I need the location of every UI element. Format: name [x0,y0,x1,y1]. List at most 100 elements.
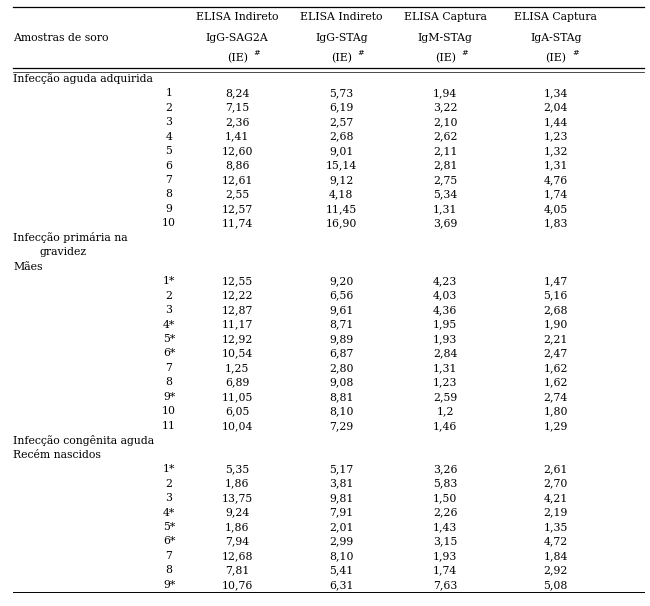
Text: 1,44: 1,44 [543,117,568,127]
Text: 11,17: 11,17 [222,319,253,330]
Text: 12,57: 12,57 [222,204,253,214]
Text: 10,04: 10,04 [222,421,253,431]
Text: 9,20: 9,20 [329,276,354,286]
Text: 2,84: 2,84 [433,348,458,359]
Text: 12,68: 12,68 [222,551,253,561]
Text: 2: 2 [166,102,172,113]
Text: 2,68: 2,68 [543,305,568,315]
Text: 1,93: 1,93 [433,551,458,561]
Text: 6,19: 6,19 [329,102,354,113]
Text: 6,56: 6,56 [329,291,354,301]
Text: 4,18: 4,18 [329,190,354,199]
Text: 3: 3 [166,305,172,315]
Text: 1,94: 1,94 [433,88,458,98]
Text: 9: 9 [166,204,172,214]
Text: 7: 7 [166,363,172,373]
Text: 7,94: 7,94 [225,536,250,547]
Text: IgG-SAG2A: IgG-SAG2A [206,33,268,42]
Text: 9,12: 9,12 [329,175,354,185]
Text: Infecção congênita aguda: Infecção congênita aguda [13,435,154,446]
Text: 6*: 6* [162,536,176,547]
Text: 12,22: 12,22 [222,291,253,301]
Text: 11,45: 11,45 [326,204,357,214]
Text: #: # [462,49,468,57]
Text: 1,41: 1,41 [225,132,250,142]
Text: 1,43: 1,43 [433,522,458,532]
Text: 6,87: 6,87 [329,348,354,359]
Text: 3,15: 3,15 [433,536,458,547]
Text: 1,46: 1,46 [433,421,458,431]
Text: Infecção aguda adquirida: Infecção aguda adquirida [13,73,153,84]
Text: 8,81: 8,81 [329,392,354,402]
Text: 12,87: 12,87 [222,305,253,315]
Text: 5,41: 5,41 [329,565,354,575]
Text: 1,83: 1,83 [543,218,568,228]
Text: 8,24: 8,24 [225,88,250,98]
Text: 1,62: 1,62 [543,363,568,373]
Text: 4,23: 4,23 [433,276,458,286]
Text: ELISA Indireto: ELISA Indireto [300,12,382,22]
Text: 1,34: 1,34 [543,88,568,98]
Text: 7: 7 [166,551,172,561]
Text: 4*: 4* [163,319,175,330]
Text: 2,62: 2,62 [433,132,458,142]
Text: 8: 8 [166,565,172,575]
Text: 12,60: 12,60 [222,146,253,156]
Text: 7,81: 7,81 [225,565,250,575]
Text: 9,61: 9,61 [329,305,354,315]
Text: 1,31: 1,31 [543,161,568,170]
Text: 1*: 1* [162,276,176,286]
Text: 1,80: 1,80 [543,407,568,416]
Text: 5,83: 5,83 [433,479,458,488]
Text: 12,92: 12,92 [222,334,253,344]
Text: 1,35: 1,35 [543,522,568,532]
Text: 5,16: 5,16 [543,291,568,301]
Text: 4*: 4* [163,508,175,518]
Text: 2,47: 2,47 [543,348,568,359]
Text: 1,74: 1,74 [433,565,458,575]
Text: 10: 10 [162,407,176,416]
Text: 4: 4 [166,132,172,142]
Text: #: # [572,49,578,57]
Text: 10: 10 [162,218,176,228]
Text: 8: 8 [166,378,172,387]
Text: ELISA Captura: ELISA Captura [404,12,487,22]
Text: 11,74: 11,74 [222,218,253,228]
Text: (IE): (IE) [331,53,352,63]
Text: 1,74: 1,74 [543,190,568,199]
Text: 12,55: 12,55 [222,276,253,286]
Text: 1,25: 1,25 [225,363,250,373]
Text: 2,10: 2,10 [433,117,458,127]
Text: 1,50: 1,50 [433,493,458,503]
Text: 1,29: 1,29 [543,421,568,431]
Text: 5*: 5* [163,334,175,344]
Text: 1,47: 1,47 [543,276,568,286]
Text: 6,89: 6,89 [225,378,250,387]
Text: 7: 7 [166,175,172,185]
Text: 2,59: 2,59 [433,392,458,402]
Text: 1,2: 1,2 [437,407,454,416]
Text: 2,74: 2,74 [543,392,568,402]
Text: 15,14: 15,14 [326,161,357,170]
Text: 7,91: 7,91 [329,508,354,518]
Text: 7,63: 7,63 [433,580,458,590]
Text: 2,81: 2,81 [433,161,458,170]
Text: Infecção primária na: Infecção primária na [13,232,127,244]
Text: 2,70: 2,70 [543,479,568,488]
Text: 7,29: 7,29 [329,421,354,431]
Text: 4,03: 4,03 [433,291,458,301]
Text: 9,81: 9,81 [329,493,354,503]
Text: ELISA Captura: ELISA Captura [514,12,597,22]
Text: 10,76: 10,76 [222,580,253,590]
Text: 5: 5 [166,146,172,156]
Text: 9,24: 9,24 [225,508,250,518]
Text: 2,68: 2,68 [329,132,354,142]
Text: (IE): (IE) [227,53,248,63]
Text: 2,92: 2,92 [543,565,568,575]
Text: 1,32: 1,32 [543,146,568,156]
Text: #: # [358,49,364,57]
Text: 1,95: 1,95 [433,319,458,330]
Text: 3: 3 [166,117,172,127]
Text: 1,62: 1,62 [543,378,568,387]
Text: 12,61: 12,61 [222,175,253,185]
